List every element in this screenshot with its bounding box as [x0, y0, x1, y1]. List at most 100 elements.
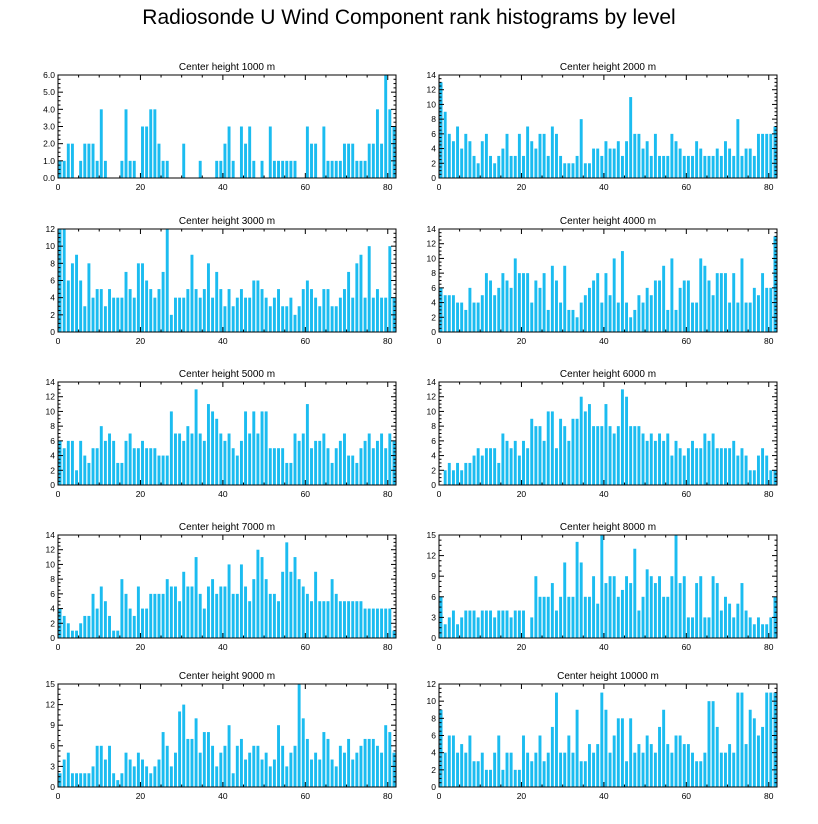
x-tick-label: 40	[599, 182, 609, 192]
histogram-bar	[206, 404, 210, 485]
histogram-bar	[326, 601, 330, 638]
histogram-bar	[756, 735, 760, 787]
y-tick-label: 5.0	[43, 87, 55, 97]
histogram-bar	[736, 603, 740, 638]
histogram-bar	[211, 745, 215, 787]
histogram-bar	[272, 160, 276, 178]
y-tick-label: 4	[50, 451, 55, 461]
histogram-bar	[87, 263, 91, 332]
histogram-bar	[645, 287, 649, 332]
histogram-bar	[748, 470, 752, 485]
histogram-bar	[546, 752, 550, 787]
histogram-bar	[384, 448, 388, 485]
histogram-bar	[285, 462, 289, 485]
histogram-bar	[351, 759, 355, 787]
histogram-bar	[501, 273, 505, 332]
histogram-bar	[534, 752, 538, 787]
histogram-bar	[112, 630, 116, 638]
x-tick-label: 80	[383, 489, 393, 499]
histogram-bar	[616, 302, 620, 332]
histogram-bar	[542, 133, 546, 178]
histogram-bar	[641, 302, 645, 332]
histogram-bar	[633, 548, 637, 638]
histogram-bar	[620, 718, 624, 787]
histogram-bar	[62, 448, 66, 485]
histogram-bar	[227, 289, 231, 332]
y-tick-label: 4	[50, 604, 55, 614]
histogram-bar	[695, 302, 699, 332]
histogram-bar	[91, 297, 95, 332]
histogram-bar	[571, 418, 575, 485]
histogram-bar	[310, 143, 313, 178]
histogram-bar	[517, 133, 521, 178]
histogram-bar	[443, 111, 447, 178]
histogram-bar	[244, 143, 248, 178]
histogram-bar	[338, 160, 342, 178]
histogram-bar	[268, 448, 272, 485]
histogram-bar	[219, 289, 223, 332]
y-tick-label: 2	[431, 465, 436, 475]
histogram-bar	[99, 586, 103, 638]
histogram-bar	[765, 133, 769, 178]
histogram-bar	[662, 596, 666, 638]
y-tick-label: 8	[431, 713, 436, 723]
y-tick-label: 6	[431, 592, 436, 602]
histogram-bar	[653, 752, 657, 787]
histogram-bar	[359, 601, 363, 638]
x-tick-label: 0	[437, 336, 442, 346]
x-tick-label: 0	[437, 642, 442, 652]
histogram-bar	[662, 155, 666, 178]
histogram-bar	[79, 280, 83, 332]
y-tick-label: 0	[431, 480, 436, 490]
histogram-bar	[670, 258, 674, 332]
panel-title: Center height 1000 m	[179, 62, 275, 73]
histogram-bar	[666, 309, 670, 332]
histogram-bar	[165, 745, 169, 787]
x-tick-label: 60	[301, 642, 311, 652]
histogram-bar	[534, 576, 538, 638]
histogram-bar	[108, 615, 111, 638]
histogram-bar	[272, 297, 276, 332]
histogram-bar	[682, 455, 686, 485]
x-tick-label: 40	[599, 336, 609, 346]
x-tick-label: 20	[136, 791, 146, 801]
histogram-bar	[567, 163, 571, 178]
histogram-bar	[555, 692, 558, 787]
y-tick-label: 3	[50, 761, 55, 771]
histogram-bar	[641, 596, 645, 638]
histogram-bar	[231, 448, 235, 485]
histogram-bar	[612, 258, 616, 332]
histogram-bar	[112, 297, 116, 332]
histogram-bar	[538, 426, 542, 485]
y-tick-label: 10	[46, 406, 56, 416]
histogram-bar	[571, 163, 575, 178]
histogram-bar	[384, 75, 388, 178]
x-tick-label: 80	[383, 791, 393, 801]
histogram-bar	[468, 141, 472, 178]
histogram-bar	[277, 160, 280, 178]
histogram-bar	[252, 160, 256, 178]
histogram-bar	[637, 426, 641, 485]
histogram-bar	[165, 160, 169, 178]
histogram-bar	[235, 593, 239, 638]
histogram-bar	[472, 302, 476, 332]
histogram-bar	[186, 586, 190, 638]
histogram-bar	[678, 287, 682, 332]
histogram-bar	[174, 433, 177, 485]
histogram-bar	[198, 752, 202, 787]
histogram-bar	[645, 440, 649, 485]
histogram-bar	[587, 287, 591, 332]
histogram-bar	[625, 576, 629, 638]
histogram-bar	[761, 133, 765, 178]
histogram-bar	[334, 448, 338, 485]
histogram-bar	[256, 549, 260, 638]
histogram-bar	[145, 766, 149, 787]
histogram-bar	[600, 302, 604, 332]
y-tick-label: 14	[427, 224, 437, 234]
histogram-bar	[629, 718, 633, 787]
histogram-bar	[141, 126, 144, 178]
histogram-bar	[509, 155, 513, 178]
histogram-bar	[99, 426, 103, 485]
y-tick-label: 12	[427, 551, 437, 561]
histogram-bar	[476, 617, 480, 638]
